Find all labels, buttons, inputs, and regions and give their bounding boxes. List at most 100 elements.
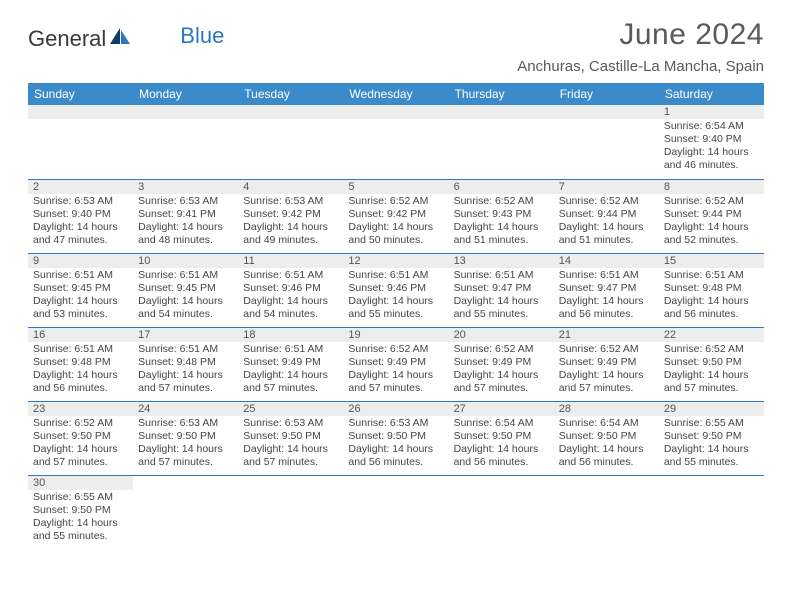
- day-line: Daylight: 14 hours: [348, 443, 443, 456]
- day-line: and 56 minutes.: [559, 308, 654, 321]
- day-line: and 56 minutes.: [559, 456, 654, 469]
- day-detail: Sunrise: 6:52 AMSunset: 9:42 PMDaylight:…: [343, 194, 448, 251]
- day-line: and 53 minutes.: [33, 308, 128, 321]
- day-line: Sunset: 9:42 PM: [243, 208, 338, 221]
- day-line: and 46 minutes.: [664, 159, 759, 172]
- day-line: Sunset: 9:45 PM: [138, 282, 233, 295]
- day-line: Sunrise: 6:51 AM: [33, 343, 128, 356]
- day-number: 24: [133, 402, 238, 416]
- day-line: Sunrise: 6:55 AM: [33, 491, 128, 504]
- day-line: Sunrise: 6:51 AM: [138, 269, 233, 282]
- day-line: Sunset: 9:50 PM: [243, 430, 338, 443]
- logo-text-blue: Blue: [180, 23, 224, 49]
- day-line: Sunrise: 6:54 AM: [454, 417, 549, 430]
- day-line: and 56 minutes.: [664, 308, 759, 321]
- day-detail: Sunrise: 6:51 AMSunset: 9:47 PMDaylight:…: [449, 268, 554, 325]
- day-line: and 57 minutes.: [348, 382, 443, 395]
- day-line: Sunrise: 6:52 AM: [559, 343, 654, 356]
- day-line: Daylight: 14 hours: [559, 369, 654, 382]
- calendar-row: 9Sunrise: 6:51 AMSunset: 9:45 PMDaylight…: [28, 253, 764, 327]
- day-line: and 56 minutes.: [348, 456, 443, 469]
- day-line: and 49 minutes.: [243, 234, 338, 247]
- month-title: June 2024: [517, 18, 764, 52]
- day-detail: Sunrise: 6:51 AMSunset: 9:45 PMDaylight:…: [28, 268, 133, 325]
- day-line: and 57 minutes.: [664, 382, 759, 395]
- day-line: Daylight: 14 hours: [664, 221, 759, 234]
- day-line: Sunrise: 6:53 AM: [348, 417, 443, 430]
- day-header: Sunday: [28, 83, 133, 105]
- day-number: 13: [449, 254, 554, 268]
- day-line: Sunset: 9:50 PM: [454, 430, 549, 443]
- day-detail: Sunrise: 6:51 AMSunset: 9:46 PMDaylight:…: [343, 268, 448, 325]
- day-line: and 56 minutes.: [454, 456, 549, 469]
- day-line: Daylight: 14 hours: [348, 369, 443, 382]
- calendar-cell: 15Sunrise: 6:51 AMSunset: 9:48 PMDayligh…: [659, 253, 764, 327]
- day-line: Daylight: 14 hours: [243, 295, 338, 308]
- day-number: 14: [554, 254, 659, 268]
- day-line: Daylight: 14 hours: [664, 295, 759, 308]
- day-line: and 50 minutes.: [348, 234, 443, 247]
- day-number: 29: [659, 402, 764, 416]
- calendar-cell: 26Sunrise: 6:53 AMSunset: 9:50 PMDayligh…: [343, 401, 448, 475]
- calendar-row: 1Sunrise: 6:54 AMSunset: 9:40 PMDaylight…: [28, 105, 764, 179]
- day-line: and 52 minutes.: [664, 234, 759, 247]
- day-line: Daylight: 14 hours: [33, 369, 128, 382]
- day-line: Sunset: 9:50 PM: [664, 430, 759, 443]
- calendar-cell: 27Sunrise: 6:54 AMSunset: 9:50 PMDayligh…: [449, 401, 554, 475]
- day-detail: Sunrise: 6:52 AMSunset: 9:44 PMDaylight:…: [659, 194, 764, 251]
- day-line: Sunset: 9:46 PM: [243, 282, 338, 295]
- calendar-cell: 30Sunrise: 6:55 AMSunset: 9:50 PMDayligh…: [28, 475, 133, 549]
- calendar-cell: 25Sunrise: 6:53 AMSunset: 9:50 PMDayligh…: [238, 401, 343, 475]
- day-line: Daylight: 14 hours: [138, 295, 233, 308]
- calendar-cell: 1Sunrise: 6:54 AMSunset: 9:40 PMDaylight…: [659, 105, 764, 179]
- empty-daynum: [554, 105, 659, 119]
- day-line: Daylight: 14 hours: [559, 443, 654, 456]
- day-line: and 57 minutes.: [138, 456, 233, 469]
- day-line: and 57 minutes.: [243, 382, 338, 395]
- day-line: Sunset: 9:50 PM: [559, 430, 654, 443]
- day-line: Sunrise: 6:52 AM: [348, 343, 443, 356]
- calendar-cell: 19Sunrise: 6:52 AMSunset: 9:49 PMDayligh…: [343, 327, 448, 401]
- day-line: Sunset: 9:42 PM: [348, 208, 443, 221]
- day-detail: Sunrise: 6:52 AMSunset: 9:49 PMDaylight:…: [554, 342, 659, 399]
- day-line: and 57 minutes.: [559, 382, 654, 395]
- day-line: and 55 minutes.: [454, 308, 549, 321]
- day-header: Monday: [133, 83, 238, 105]
- calendar-cell: [449, 475, 554, 549]
- calendar-cell: [554, 105, 659, 179]
- day-number: 18: [238, 328, 343, 342]
- day-line: and 57 minutes.: [454, 382, 549, 395]
- calendar-cell: [238, 105, 343, 179]
- calendar-cell: 10Sunrise: 6:51 AMSunset: 9:45 PMDayligh…: [133, 253, 238, 327]
- day-detail: Sunrise: 6:53 AMSunset: 9:50 PMDaylight:…: [343, 416, 448, 473]
- day-line: Daylight: 14 hours: [33, 221, 128, 234]
- day-detail: Sunrise: 6:53 AMSunset: 9:50 PMDaylight:…: [133, 416, 238, 473]
- day-line: and 55 minutes.: [348, 308, 443, 321]
- day-line: Daylight: 14 hours: [348, 295, 443, 308]
- day-number: 21: [554, 328, 659, 342]
- calendar-cell: 24Sunrise: 6:53 AMSunset: 9:50 PMDayligh…: [133, 401, 238, 475]
- header: General Blue June 2024 Anchuras, Castill…: [28, 18, 764, 75]
- calendar-cell: 4Sunrise: 6:53 AMSunset: 9:42 PMDaylight…: [238, 179, 343, 253]
- day-line: Sunrise: 6:52 AM: [664, 195, 759, 208]
- day-number: 6: [449, 180, 554, 194]
- logo: General Blue: [28, 26, 224, 52]
- calendar-table: Sunday Monday Tuesday Wednesday Thursday…: [28, 83, 764, 549]
- day-detail: Sunrise: 6:54 AMSunset: 9:40 PMDaylight:…: [659, 119, 764, 176]
- empty-daynum: [28, 105, 133, 119]
- day-line: Daylight: 14 hours: [454, 295, 549, 308]
- day-line: Daylight: 14 hours: [454, 221, 549, 234]
- calendar-cell: [238, 475, 343, 549]
- day-line: Sunrise: 6:53 AM: [138, 417, 233, 430]
- day-number: 12: [343, 254, 448, 268]
- day-line: Sunset: 9:47 PM: [454, 282, 549, 295]
- day-line: Daylight: 14 hours: [664, 369, 759, 382]
- day-line: and 57 minutes.: [33, 456, 128, 469]
- day-line: Daylight: 14 hours: [664, 443, 759, 456]
- day-line: Daylight: 14 hours: [243, 369, 338, 382]
- day-line: Sunrise: 6:51 AM: [33, 269, 128, 282]
- day-line: Sunset: 9:40 PM: [664, 133, 759, 146]
- calendar-cell: 14Sunrise: 6:51 AMSunset: 9:47 PMDayligh…: [554, 253, 659, 327]
- day-line: and 55 minutes.: [33, 530, 128, 543]
- calendar-cell: 9Sunrise: 6:51 AMSunset: 9:45 PMDaylight…: [28, 253, 133, 327]
